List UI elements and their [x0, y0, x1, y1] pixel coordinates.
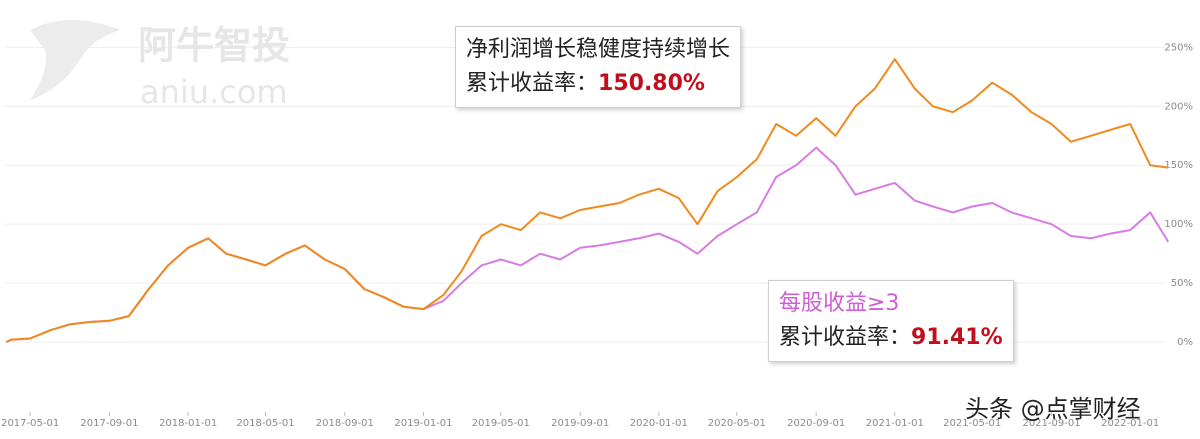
- x-tick-label: 2021-05-01: [943, 418, 1001, 429]
- watermark-brand: 阿牛智投: [138, 24, 290, 68]
- y-tick-label: 100%: [1164, 219, 1193, 230]
- x-tick-label: 2021-09-01: [1022, 418, 1080, 429]
- annotation-line: 累计收益率：150.80%: [466, 67, 730, 101]
- annotation-title: 每股收益≥3: [779, 291, 900, 316]
- x-tick-label: 2018-01-01: [159, 418, 217, 429]
- x-tick-label: 2019-01-01: [394, 418, 452, 429]
- x-tick-label: 2017-05-01: [1, 418, 59, 429]
- annotation-box: 净利润增长稳健度持续增长 累计收益率：150.80%: [455, 26, 742, 108]
- annotation-title: 净利润增长稳健度持续增长: [466, 37, 731, 62]
- x-tick-label: 2021-01-01: [866, 418, 924, 429]
- x-tick-label: 2019-05-01: [472, 418, 530, 429]
- annotation-text: 累计收益率：: [779, 325, 912, 350]
- x-tick-label: 2018-05-01: [236, 418, 294, 429]
- x-tick-label: 2020-09-01: [787, 418, 845, 429]
- credit: 头条 @点掌财经: [965, 395, 1141, 423]
- y-tick-label: 50%: [1171, 278, 1193, 289]
- series-line: [5, 58, 1169, 343]
- annotation-box: 每股收益≥3 累计收益率：91.41%: [768, 280, 1014, 362]
- x-tick-label: 2019-09-01: [551, 418, 609, 429]
- x-tick-label: 2020-05-01: [708, 418, 766, 429]
- watermark-url: aniu.com: [140, 73, 288, 111]
- annotation-value: 91.41%: [911, 325, 1003, 350]
- y-tick-label: 0%: [1177, 337, 1193, 348]
- x-tick-label: 2018-09-01: [316, 418, 374, 429]
- y-tick-label: 250%: [1164, 42, 1193, 53]
- watermark-logo: [30, 20, 120, 100]
- annotation-line: 累计收益率：91.41%: [779, 321, 1003, 355]
- annotation-value: 150.80%: [598, 71, 705, 96]
- y-tick-label: 150%: [1164, 160, 1193, 171]
- x-tick-label: 2022-01-01: [1101, 418, 1159, 429]
- y-tick-label: 200%: [1164, 101, 1193, 112]
- annotation-text: 累计收益率：: [466, 71, 599, 96]
- x-tick-label: 2020-01-01: [630, 418, 688, 429]
- x-tick-label: 2017-09-01: [80, 418, 138, 429]
